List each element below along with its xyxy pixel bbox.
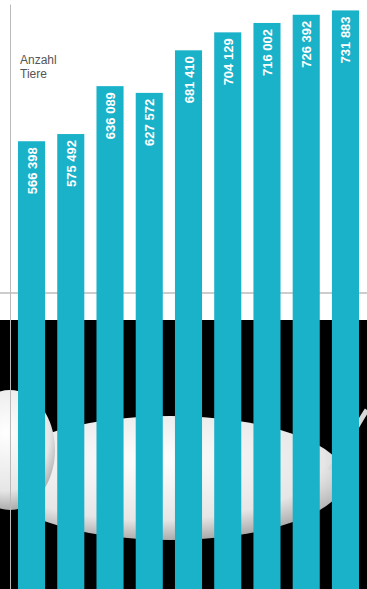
data-label: 636 089 bbox=[103, 92, 118, 139]
data-labels: 566 398 575 492 636 089 627 572 681 410 704 1… bbox=[25, 16, 354, 194]
data-label: 731 883 bbox=[338, 16, 353, 63]
bar bbox=[18, 141, 45, 589]
bar bbox=[293, 15, 320, 589]
y-axis-line bbox=[10, 5, 11, 589]
data-label: 627 572 bbox=[142, 99, 157, 146]
data-label: 566 398 bbox=[25, 147, 40, 194]
data-label: 726 392 bbox=[299, 21, 314, 68]
data-label: 575 492 bbox=[64, 140, 79, 187]
bar bbox=[96, 86, 123, 589]
bar bbox=[175, 50, 202, 589]
title: AnzahlTiere bbox=[20, 53, 57, 81]
bar bbox=[253, 23, 280, 589]
bars bbox=[18, 10, 359, 589]
bar bbox=[136, 93, 163, 589]
chart: 566 398 575 492 636 089 627 572 681 410 704 1… bbox=[0, 0, 367, 589]
y-axis bbox=[10, 5, 11, 589]
data-label: 681 410 bbox=[182, 56, 197, 103]
bar bbox=[214, 32, 241, 589]
data-label: 704 129 bbox=[221, 38, 236, 85]
bar bbox=[332, 10, 359, 589]
data-label: 716 002 bbox=[260, 29, 275, 76]
bar bbox=[57, 134, 84, 589]
